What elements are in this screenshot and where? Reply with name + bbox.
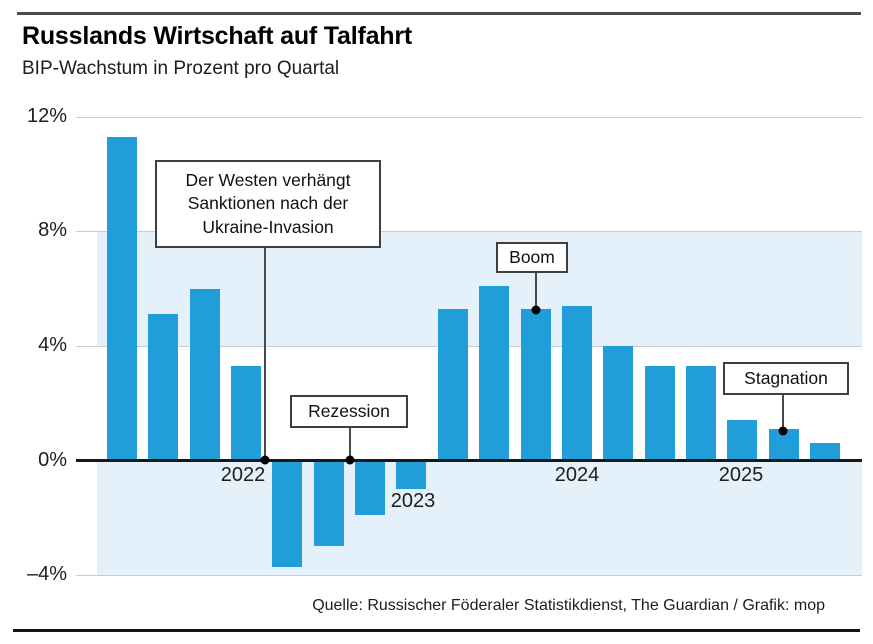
bottom-border-line [13, 629, 860, 632]
annotation-connector-line [535, 273, 537, 308]
bar [685, 365, 716, 461]
bar [603, 345, 634, 461]
annotation-anchor-dot [778, 426, 788, 436]
chart-subtitle: BIP-Wachstum in Prozent pro Quartal [22, 58, 340, 79]
x-axis-year-label: 2023 [390, 490, 436, 512]
annotation-text-line: Der Westen verhängt [185, 169, 351, 190]
annotation-text-line: Sanktionen nach der [187, 193, 349, 214]
annotation-connector-line [782, 395, 784, 428]
annotation-anchor-dot [260, 455, 270, 465]
y-axis-tick-label: –4% [26, 563, 67, 586]
bar [231, 365, 262, 461]
bar [313, 460, 344, 547]
bar [107, 136, 137, 461]
annotation-text-line: Stagnation [744, 367, 828, 388]
y-axis-tick-label: 4% [38, 333, 67, 356]
y-gridline [76, 575, 862, 577]
annotation-box-recession: Rezession [290, 395, 408, 428]
y-gridline [76, 116, 862, 118]
bar [644, 365, 675, 461]
annotation-text-line: Rezession [308, 400, 390, 421]
bar [272, 460, 303, 567]
annotation-box-sanctions: Der Westen verhängt Sanktionen nach der Uk… [155, 160, 381, 248]
chart-title: Russlands Wirtschaft auf Talfahrt [22, 22, 412, 50]
y-gridline [76, 231, 862, 233]
bar [148, 314, 179, 461]
top-border-line [17, 12, 861, 15]
annotation-connector-line [264, 248, 266, 457]
x-axis-year-label: 2024 [554, 464, 600, 486]
bar [355, 460, 386, 515]
bar [727, 420, 758, 461]
x-axis-year-label: 2025 [718, 464, 764, 486]
bar [520, 308, 551, 461]
zero-axis-line [76, 459, 862, 462]
bar [479, 285, 510, 461]
annotation-text-line: Boom [509, 246, 555, 267]
annotation-box-stagnation: Stagnation [723, 362, 849, 395]
shaded-band [97, 460, 862, 576]
source-caption: Quelle: Russischer Föderaler Statistikdi… [312, 597, 825, 614]
bar [561, 305, 592, 461]
annotation-box-boom: Boom [496, 242, 568, 273]
bar [809, 443, 840, 461]
y-axis-tick-label: 12% [26, 104, 67, 127]
bar [437, 308, 468, 461]
annotation-anchor-dot [345, 455, 355, 465]
annotation-anchor-dot [531, 305, 541, 315]
bar [189, 288, 220, 461]
annotation-text-line: Ukraine-Invasion [202, 216, 334, 237]
bar [396, 460, 427, 490]
x-axis-year-label: 2022 [220, 464, 266, 486]
y-axis-tick-label: 8% [38, 219, 67, 242]
y-gridline [76, 345, 862, 347]
annotation-connector-line [349, 428, 351, 458]
y-axis-tick-label: 0% [38, 448, 67, 471]
